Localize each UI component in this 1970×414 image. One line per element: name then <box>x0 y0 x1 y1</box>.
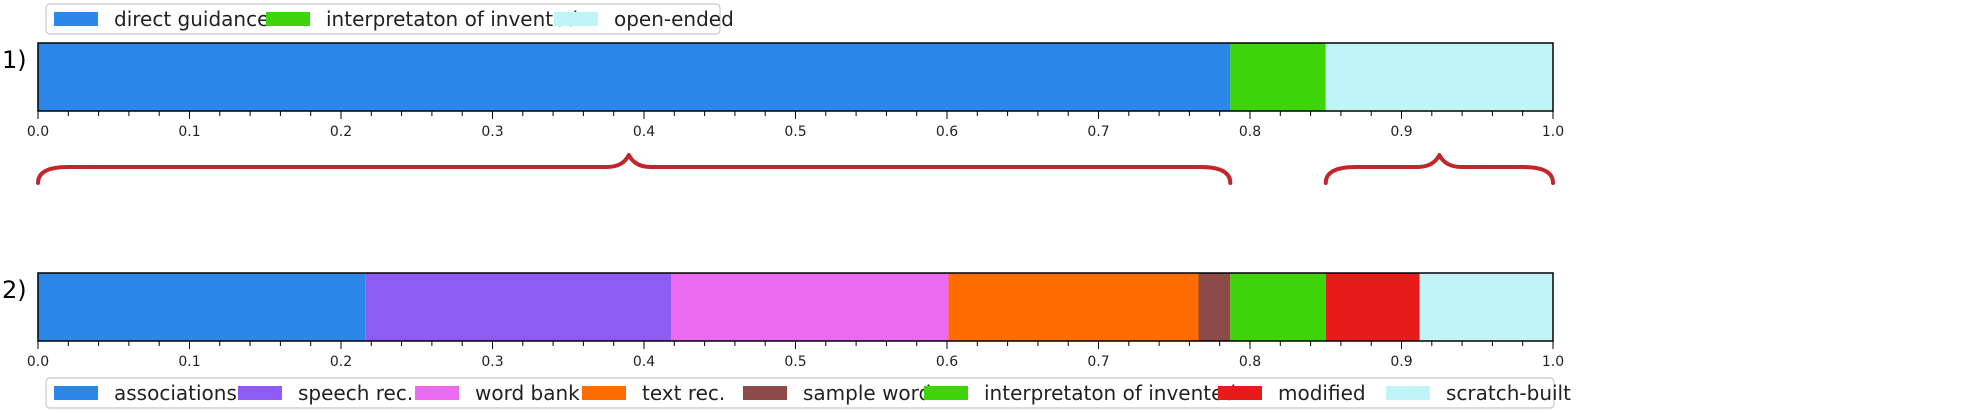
legend-label-2-4: sample word <box>803 381 931 405</box>
tick-label-1-5: 0.5 <box>784 124 806 140</box>
tick-label-2-2: 0.2 <box>330 354 352 370</box>
brace-1 <box>1323 153 1555 185</box>
tick-label-2-8: 0.8 <box>1239 354 1261 370</box>
tick-label-2-10: 1.0 <box>1542 354 1564 370</box>
bar-segment-2-1 <box>365 273 672 341</box>
legend-label-2-6: modified <box>1278 381 1366 405</box>
legend-swatch-2-3 <box>582 386 626 400</box>
tick-label-2-4: 0.4 <box>633 354 655 370</box>
bar-segment-2-5 <box>1230 273 1326 341</box>
tick-label-1-8: 0.8 <box>1239 124 1261 140</box>
legend-label-2-5: interpretaton of invented <box>984 381 1236 405</box>
tick-label-2-5: 0.5 <box>784 354 806 370</box>
legend-swatch-2-5 <box>924 386 968 400</box>
tick-label-1-7: 0.7 <box>1087 124 1109 140</box>
legend-swatch-2-0 <box>54 386 98 400</box>
legend-label-2-2: word bank <box>475 381 580 405</box>
legend-swatch-1-1 <box>266 12 310 26</box>
braces <box>36 153 1555 185</box>
legend-label-2-3: text rec. <box>642 381 725 405</box>
tick-label-2-7: 0.7 <box>1087 354 1109 370</box>
legend-bottom: associations speech rec. word bank text rec… <box>45 377 1571 409</box>
tick-label-1-2: 0.2 <box>330 124 352 140</box>
brace-0 <box>36 153 1233 185</box>
bar-panel-2: 0.0 0.1 0.2 0.3 0.4 0.5 0.6 0.7 0.8 0.9 1.0 <box>27 272 1564 370</box>
bar-segment-2-3 <box>948 273 1199 341</box>
legend-swatch-1-2 <box>554 12 598 26</box>
tick-label-1-1: 0.1 <box>178 124 200 140</box>
bar-segment-2-4 <box>1198 273 1231 341</box>
legend-swatch-2-7 <box>1386 386 1430 400</box>
panel-label-2: 2) <box>2 276 27 304</box>
tick-label-2-6: 0.6 <box>936 354 958 370</box>
tick-label-1-10: 1.0 <box>1542 124 1564 140</box>
legend-label-1-2: open-ended <box>614 7 734 31</box>
legend-swatch-1-0 <box>54 12 98 26</box>
tick-label-2-0: 0.0 <box>27 354 49 370</box>
legend-top: direct guidance interpretaton of invented… <box>45 3 734 35</box>
panel-label-1: 1) <box>2 46 27 74</box>
bar-segment-2-2 <box>671 273 949 341</box>
legend-swatch-2-6 <box>1218 386 1262 400</box>
legend-label-1-0: direct guidance <box>114 7 269 31</box>
tick-label-1-3: 0.3 <box>481 124 503 140</box>
legend-label-2-1: speech rec. <box>298 381 413 405</box>
legend-frame-2 <box>45 377 1555 409</box>
legend-swatch-2-1 <box>238 386 282 400</box>
tick-label-2-9: 0.9 <box>1390 354 1412 370</box>
bar-segment-1-1 <box>1230 43 1326 111</box>
tick-label-2-3: 0.3 <box>481 354 503 370</box>
bar-segment-2-0 <box>38 273 366 341</box>
bar-segment-2-7 <box>1419 273 1553 341</box>
legend-label-2-0: associations <box>114 381 237 405</box>
bar-segment-1-0 <box>38 43 1231 111</box>
tick-label-1-4: 0.4 <box>633 124 655 140</box>
bar-panel-1: 0.0 0.1 0.2 0.3 0.4 0.5 0.6 0.7 0.8 0.9 1.0 <box>27 42 1564 140</box>
bar-segment-2-6 <box>1325 273 1420 341</box>
bar-segment-1-2 <box>1325 43 1553 111</box>
tick-label-2-1: 0.1 <box>178 354 200 370</box>
legend-label-2-7: scratch-built <box>1446 381 1571 405</box>
legend-frame-1 <box>45 3 721 35</box>
tick-label-1-0: 0.0 <box>27 124 49 140</box>
tick-label-1-6: 0.6 <box>936 124 958 140</box>
legend-swatch-2-4 <box>743 386 787 400</box>
legend-swatch-2-2 <box>415 386 459 400</box>
legend-label-1-1: interpretaton of invented <box>326 7 578 31</box>
tick-label-1-9: 0.9 <box>1390 124 1412 140</box>
